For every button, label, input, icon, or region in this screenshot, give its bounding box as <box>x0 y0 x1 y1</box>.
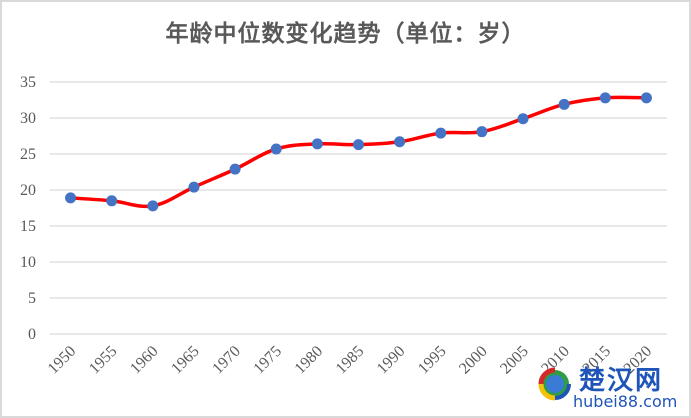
y-tick-label: 10 <box>20 254 36 271</box>
data-point-marker <box>65 192 77 204</box>
watermark-cn-text: 楚汉网 <box>579 366 664 396</box>
data-point-marker <box>394 136 406 148</box>
y-tick-label: 5 <box>28 290 36 307</box>
x-tick-label: 1965 <box>168 343 203 378</box>
x-tick-label: 1970 <box>209 343 244 378</box>
x-tick-label: 1955 <box>86 343 121 378</box>
data-point-marker <box>599 92 611 104</box>
data-point-marker <box>106 195 118 207</box>
y-tick-label: 30 <box>20 110 36 127</box>
data-point-marker <box>229 163 241 175</box>
data-point-marker <box>270 143 282 155</box>
y-tick-label: 25 <box>20 146 36 163</box>
data-point-marker <box>353 139 364 151</box>
x-tick-label: 1960 <box>127 343 162 378</box>
x-tick-label: 1975 <box>250 343 285 378</box>
data-point-marker <box>311 138 323 150</box>
y-tick-label: 15 <box>20 218 36 235</box>
globe-logo-icon <box>538 367 571 401</box>
y-tick-label: 35 <box>20 74 36 91</box>
x-tick-label: 1990 <box>374 343 409 378</box>
data-point-marker <box>517 113 529 125</box>
y-tick-label: 20 <box>20 182 36 199</box>
x-tick-label: 2005 <box>497 343 532 378</box>
y-tick-label: 0 <box>28 326 36 343</box>
data-point-marker <box>188 181 200 193</box>
data-point-marker <box>435 127 447 139</box>
x-tick-label: 1985 <box>333 343 368 378</box>
x-tick-label: 2000 <box>456 343 491 378</box>
watermark: 楚汉网 hubei88.com <box>535 360 685 414</box>
data-point-marker <box>640 92 652 104</box>
data-point-marker <box>558 98 570 110</box>
x-tick-label: 1950 <box>45 343 80 378</box>
chart-title: 年龄中位数变化趋势（单位：岁） <box>165 20 526 47</box>
x-tick-label: 1995 <box>415 343 450 378</box>
data-point-marker <box>147 200 159 212</box>
data-point-marker <box>476 126 488 138</box>
x-tick-label: 1980 <box>292 343 327 378</box>
watermark-url-text: hubei88.com <box>573 392 678 411</box>
